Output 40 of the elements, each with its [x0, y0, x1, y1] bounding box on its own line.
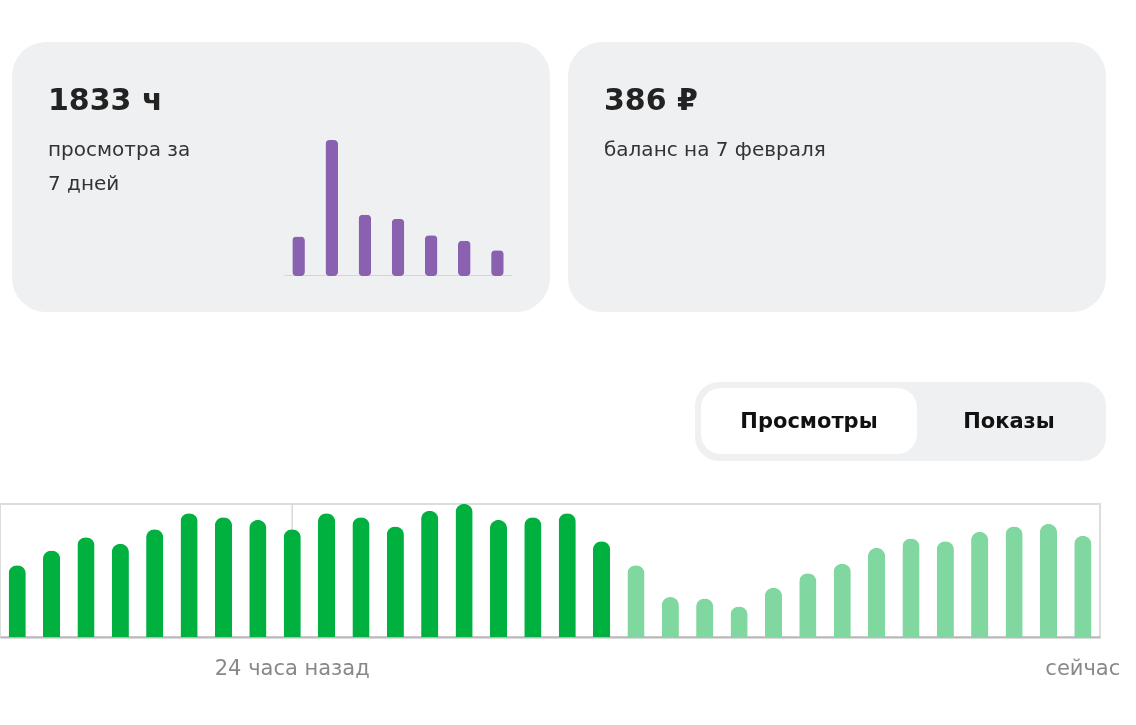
bar — [558, 513, 576, 637]
x-tick-label: 24 часа назад — [214, 655, 370, 680]
bar — [764, 587, 783, 637]
bar — [1074, 535, 1092, 637]
text: Просмотры — [701, 388, 917, 454]
bar — [249, 519, 267, 637]
text: просмотра за 7 дней — [48, 136, 192, 197]
bar — [592, 541, 611, 637]
text: 386 ₽ — [604, 82, 698, 117]
bar — [317, 513, 336, 637]
x-tick-label: сейчас — [1045, 655, 1121, 680]
bar — [489, 519, 508, 637]
bar — [799, 573, 817, 637]
bar — [325, 140, 339, 276]
bar — [1039, 523, 1058, 637]
bar — [391, 218, 405, 276]
text: Показы — [923, 388, 1095, 454]
bar — [421, 510, 439, 637]
text: баланс на 7 февраля — [604, 136, 827, 163]
bar — [8, 565, 26, 637]
bar — [146, 529, 164, 637]
bar — [214, 517, 233, 637]
bar — [867, 547, 886, 637]
bar — [111, 543, 129, 637]
bar — [524, 517, 542, 637]
bar — [180, 513, 198, 637]
bar — [1005, 526, 1023, 637]
bar — [77, 537, 95, 637]
bar — [42, 550, 61, 637]
bar — [627, 565, 645, 637]
bar — [283, 529, 301, 637]
chart-title: 1833 ч — [48, 82, 163, 117]
bar — [386, 526, 404, 637]
bar — [902, 538, 920, 637]
bar — [936, 541, 954, 637]
bar — [455, 504, 473, 637]
bar — [971, 531, 989, 637]
bar — [833, 563, 851, 637]
bar — [358, 214, 372, 276]
bar — [352, 517, 370, 637]
